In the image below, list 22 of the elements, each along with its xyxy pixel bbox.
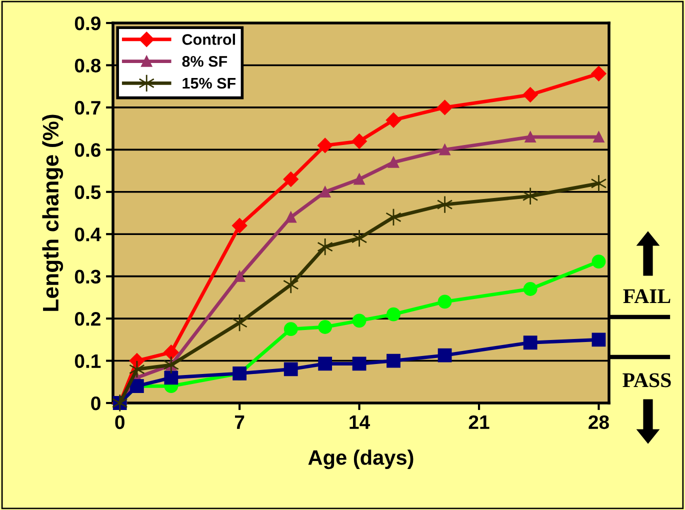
x-tick-label: 14	[350, 416, 370, 429]
y-tick-label: 0.8	[74, 58, 101, 72]
legend-label: 15% SF	[182, 78, 236, 89]
x-tick-label: 21	[468, 415, 490, 429]
legend-label: Control	[182, 34, 235, 45]
y-tick-label: 0	[91, 396, 100, 410]
text: FAIL	[623, 289, 670, 304]
legend-label: 8% SF	[182, 56, 228, 67]
x-axis-title: Age (days)	[308, 450, 414, 470]
y-tick-label: 0.6	[74, 143, 100, 157]
text: PASS	[622, 373, 671, 388]
y-tick-label: 0.2	[74, 312, 100, 326]
y-tick-label: 0.5	[74, 185, 101, 200]
y-tick-label: 0.3	[74, 270, 100, 284]
y-tick-label: 0.1	[74, 354, 101, 368]
y-tick-label: 0.7	[74, 100, 100, 115]
y-tick-label: 0.4	[74, 228, 102, 242]
x-tick-label: 0	[115, 415, 124, 430]
x-tick-label: 7	[234, 416, 244, 429]
y-axis-title: Length change (%)	[42, 114, 64, 311]
y-tick-label: 0.9	[74, 16, 100, 30]
x-tick-label: 28	[588, 415, 609, 430]
